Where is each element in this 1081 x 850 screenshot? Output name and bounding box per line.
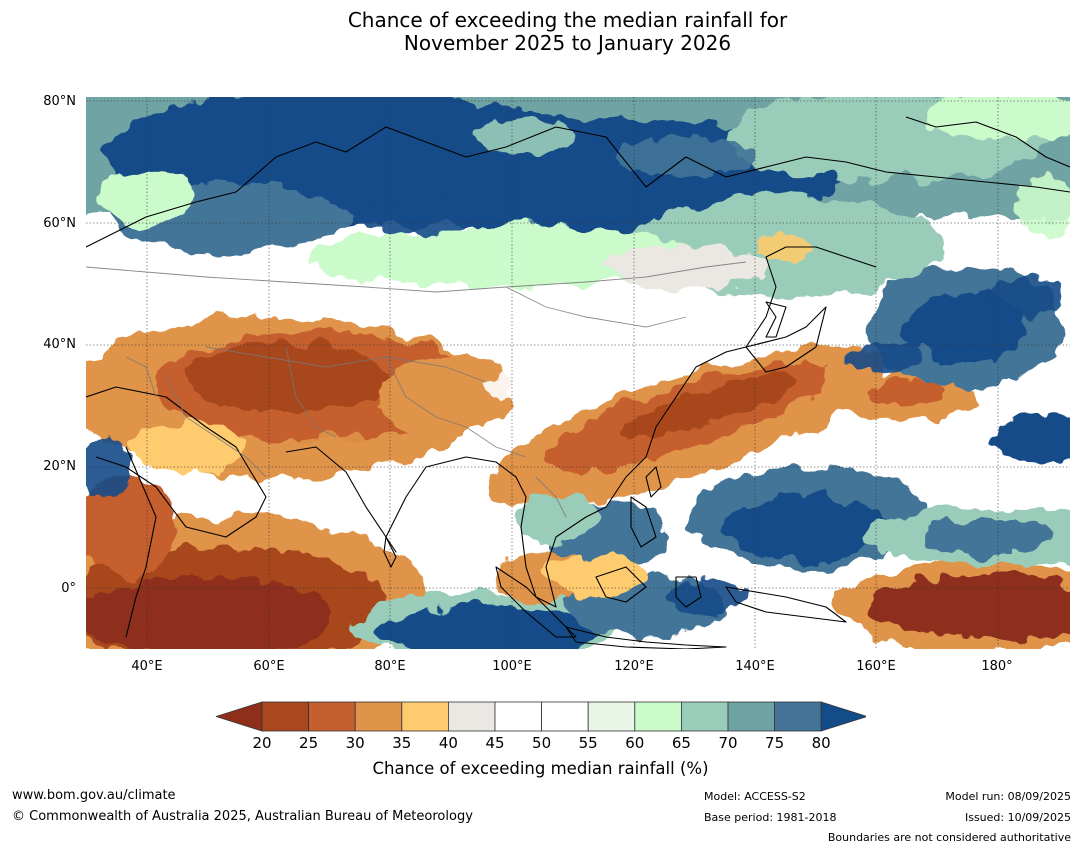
lon-label-80e: 80°E <box>374 659 406 674</box>
colorbar-swatch-35_40 <box>401 701 449 732</box>
colorbar-tick-label: 55 <box>578 734 598 752</box>
colorbar-tick-label: 70 <box>718 734 738 752</box>
colorbar-tick-label: 65 <box>671 734 691 752</box>
colorbar-tick-label: 40 <box>438 734 458 752</box>
lon-label-160e: 160°E <box>856 659 896 674</box>
copyright-notice: © Commonwealth of Australia 2025, Austra… <box>12 809 473 824</box>
lat-label-60n: 60°N <box>43 216 76 231</box>
colorbar-swatch-65_70 <box>680 701 729 732</box>
issued-date: Issued: 10/09/2025 <box>964 811 1071 824</box>
lat-label-20n: 20°N <box>43 459 76 474</box>
colorbar <box>216 701 866 732</box>
colorbar-tick-label: 45 <box>485 734 505 752</box>
colorbar-title: Chance of exceeding median rainfall (%) <box>372 759 709 778</box>
colorbar-tick-label: 20 <box>252 734 272 752</box>
model-name: Model: ACCESS-S2 <box>704 790 806 803</box>
colorbar-swatch-45_50 <box>494 701 542 732</box>
colorbar-extend-low <box>216 701 263 732</box>
lon-label-140e: 140°E <box>735 659 775 674</box>
lon-label-120e: 120°E <box>614 659 654 674</box>
colorbar-tick-label: 60 <box>625 734 645 752</box>
title-line-2: November 2025 to January 2026 <box>403 31 732 55</box>
coastlines <box>86 116 1070 649</box>
model-run-date: Model run: 08/09/2025 <box>945 790 1071 803</box>
lon-label-100e: 100°E <box>492 659 532 674</box>
lon-label-40e: 40°E <box>131 659 163 674</box>
colorbar-tick-label: 80 <box>811 734 831 752</box>
lat-label-80n: 80°N <box>43 94 76 109</box>
colorbar-swatch-60_65 <box>634 701 682 732</box>
colorbar-swatch-50_55 <box>541 701 589 732</box>
lon-label-180: 180° <box>981 659 1013 674</box>
colorbar-tick-label: 35 <box>392 734 412 752</box>
boundaries-disclaimer: Boundaries are not considered authoritat… <box>827 831 1071 844</box>
colorbar-tick-label: 50 <box>532 734 552 752</box>
lat-label-equator: 0° <box>61 581 76 596</box>
colorbar-swatch-55_60 <box>587 701 636 732</box>
colorbar-tick-label: 75 <box>765 734 785 752</box>
country-borders <box>86 261 747 518</box>
lat-label-40n: 40°N <box>43 337 76 352</box>
colorbar-swatch-40_45 <box>447 701 496 732</box>
title-line-1: Chance of exceeding the median rainfall … <box>347 8 788 32</box>
graticule <box>86 97 1070 649</box>
colorbar-swatch-75_80 <box>774 701 822 732</box>
lon-label-60e: 60°E <box>253 659 285 674</box>
map-title: Chance of exceeding the median rainfall … <box>0 9 1081 55</box>
website-link[interactable]: www.bom.gov.au/climate <box>12 788 176 803</box>
colorbar-tick-label: 25 <box>299 734 319 752</box>
colorbar-swatch-20_25 <box>261 701 309 732</box>
rainfall-probability-map <box>86 97 1070 649</box>
map-canvas <box>86 97 1070 649</box>
colorbar-swatch-25_30 <box>308 701 356 732</box>
colorbar-tick-label: 30 <box>345 734 365 752</box>
colorbar-extend-high <box>820 701 866 732</box>
colorbar-swatch-30_35 <box>354 701 403 732</box>
colorbar-swatch-70_75 <box>727 701 775 732</box>
base-period: Base period: 1981-2018 <box>704 811 837 824</box>
